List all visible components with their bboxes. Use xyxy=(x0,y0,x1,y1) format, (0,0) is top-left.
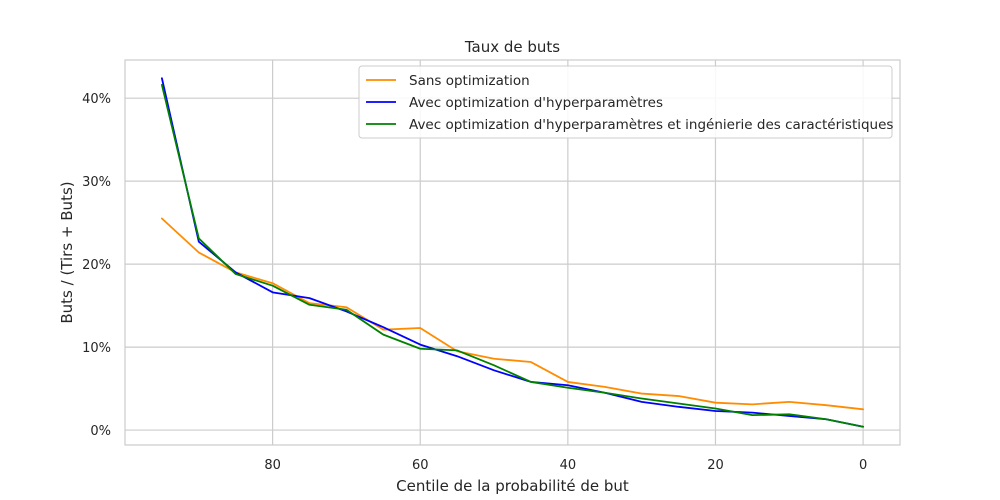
x-tick-label: 80 xyxy=(264,458,281,473)
y-tick-label: 40% xyxy=(82,92,111,107)
y-tick-label: 30% xyxy=(82,175,111,190)
series-line-3 xyxy=(160,83,864,428)
y-tick-label: 20% xyxy=(82,258,111,273)
chart-title: Taux de buts xyxy=(464,38,560,56)
legend-entry: Avec optimization d'hyperparamètres et i… xyxy=(409,117,893,133)
y-axis-label: Buts / (Tirs + Buts) xyxy=(58,181,76,323)
x-tick-label: 60 xyxy=(412,458,429,473)
y-tick-label: 10% xyxy=(82,341,111,356)
x-tick-label: 0 xyxy=(859,458,867,473)
series-lines xyxy=(160,77,864,428)
tick-labels: 80 60 40 20 0 0% 10% 20% 30% 40% xyxy=(82,92,867,473)
series-line-1 xyxy=(160,217,864,411)
x-axis-label: Centile de la probabilité de but xyxy=(396,477,629,495)
y-tick-label: 0% xyxy=(90,424,111,439)
legend: Sans optimization Avec optimization d'hyp… xyxy=(358,65,893,139)
legend-entry: Sans optimization xyxy=(409,73,530,89)
plot-frame xyxy=(124,59,901,446)
x-tick-label: 40 xyxy=(560,458,577,473)
x-tick-label: 20 xyxy=(707,458,724,473)
legend-entry: Avec optimization d'hyperparamètres xyxy=(409,95,663,111)
legend-box xyxy=(358,65,893,139)
series-line-2 xyxy=(160,77,864,428)
